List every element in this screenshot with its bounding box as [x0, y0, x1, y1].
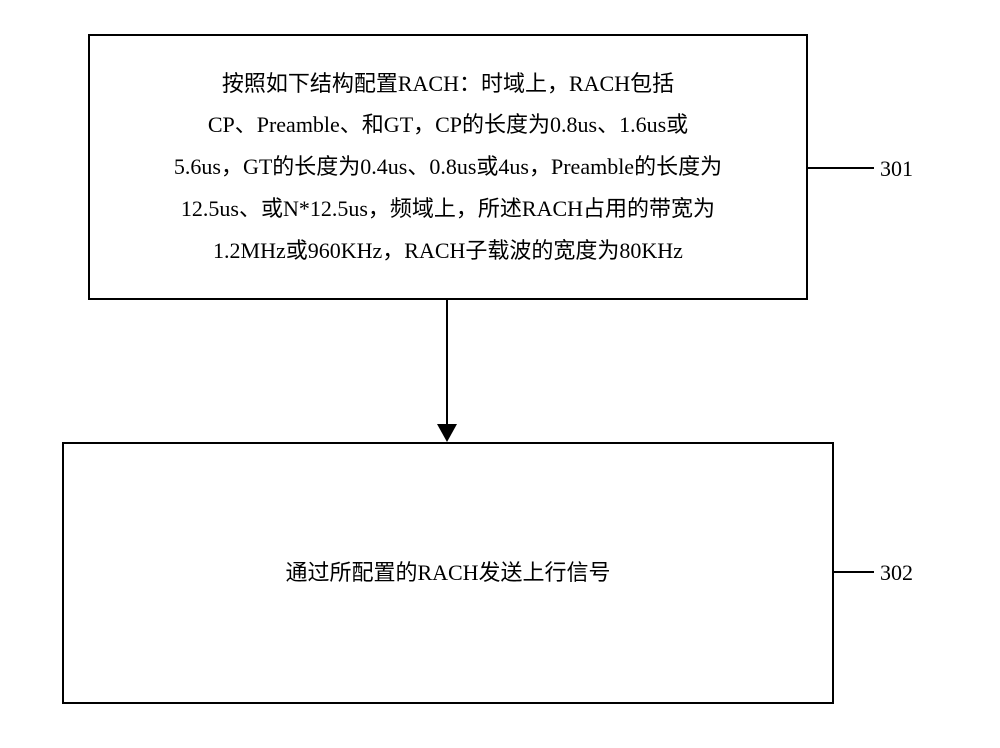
lead-line-301: [808, 150, 878, 186]
step-label-301: 301: [880, 156, 913, 182]
step-text-301: 按照如下结构配置RACH：时域上，RACH包括 CP、Preamble、和GT，…: [120, 63, 776, 272]
step-text-302: 通过所配置的RACH发送上行信号: [94, 552, 802, 594]
step-box-301: 按照如下结构配置RACH：时域上，RACH包括 CP、Preamble、和GT，…: [88, 34, 808, 300]
lead-line-302: [834, 554, 878, 590]
step-box-302: 通过所配置的RACH发送上行信号: [62, 442, 834, 704]
arrow-shaft: [446, 300, 448, 424]
flowchart-canvas: 按照如下结构配置RACH：时域上，RACH包括 CP、Preamble、和GT，…: [0, 0, 1000, 748]
arrow-head-icon: [437, 424, 457, 442]
step-label-302: 302: [880, 560, 913, 586]
